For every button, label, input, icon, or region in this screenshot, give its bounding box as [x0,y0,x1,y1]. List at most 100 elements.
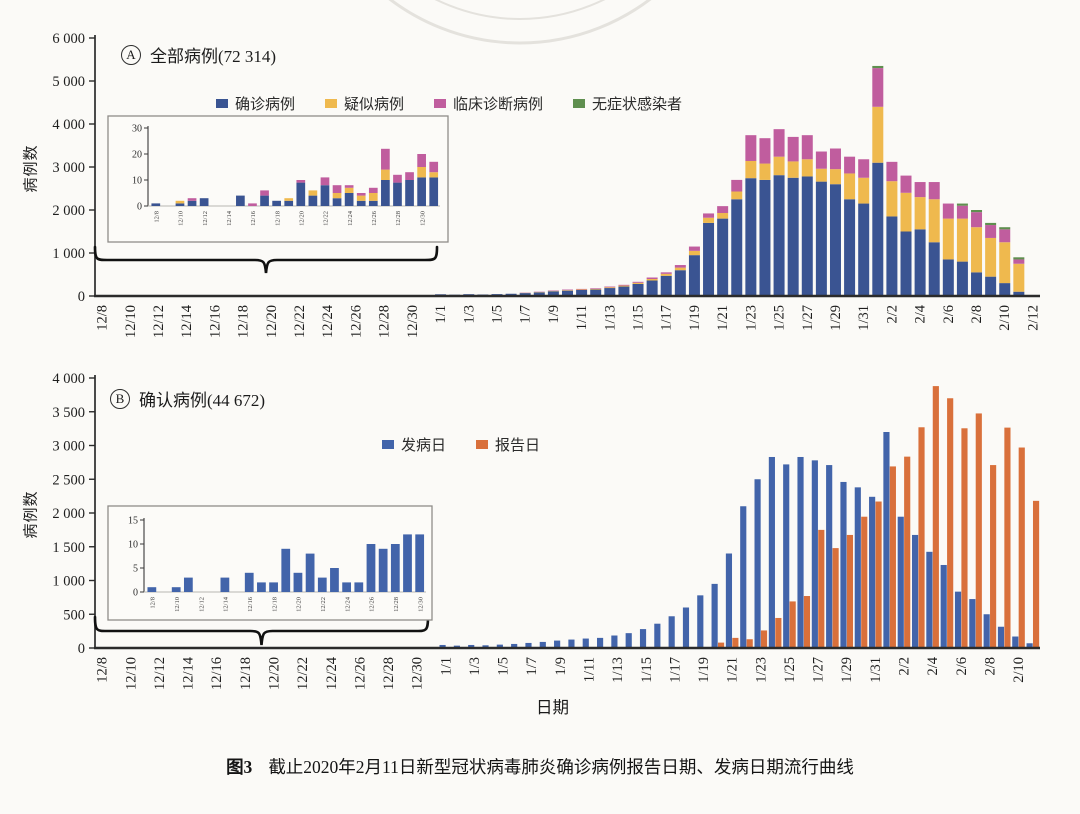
svg-text:1/3: 1/3 [461,305,477,324]
legend-label-1: 疑似病例 [344,97,405,113]
legend-swatch-2 [434,99,447,108]
svg-text:12/30: 12/30 [410,657,426,690]
panel-a-inset: 0 10 20 30 12/8 12/10 12/12 12/14 12/16 12/18 12/2… [107,115,449,243]
svg-text:2 500: 2 500 [52,472,85,488]
svg-text:2/10: 2/10 [1011,657,1027,683]
svg-text:12/28: 12/28 [377,305,393,338]
svg-text:12/14: 12/14 [179,304,195,338]
svg-text:2/2: 2/2 [896,657,912,676]
svg-text:2/10: 2/10 [997,305,1013,331]
svg-text:500: 500 [63,607,85,623]
svg-text:12/20: 12/20 [264,305,280,338]
svg-text:0: 0 [133,588,138,599]
svg-text:4 000: 4 000 [52,371,85,387]
svg-text:2/4: 2/4 [925,656,941,675]
svg-text:1/21: 1/21 [715,305,731,331]
svg-text:12/10: 12/10 [123,305,139,338]
svg-text:12/24: 12/24 [324,656,340,690]
svg-text:1/23: 1/23 [743,305,759,331]
panel-a-y-axis-title: 病例数 [23,144,40,193]
svg-text:12/24: 12/24 [320,304,336,338]
svg-text:12/16: 12/16 [207,305,223,338]
svg-text:5: 5 [133,564,138,575]
svg-text:2 000: 2 000 [52,506,85,522]
svg-text:12/22: 12/22 [292,305,308,338]
svg-text:30: 30 [132,124,142,135]
svg-text:20: 20 [132,150,142,161]
panel-a-legend: 确诊病例 疑似病例 临床诊断病例 无症状感染者 [216,93,682,114]
svg-text:1/15: 1/15 [631,305,647,331]
svg-text:1/29: 1/29 [828,305,844,331]
legend-label-0: 确诊病例 [235,97,296,113]
svg-text:2/4: 2/4 [913,304,929,323]
svg-text:12/12: 12/12 [151,305,167,338]
panel-a-letter-badge: A [121,44,141,65]
svg-text:12/8: 12/8 [150,597,157,609]
legend-swatch-0 [216,99,228,108]
legend-item-0: 确诊病例 [216,93,295,114]
panel-b-inset: 0 5 10 15 12/8 12/10 12/12 12/14 12/16 12/18 12/20… [107,505,433,621]
svg-text:12/26: 12/26 [348,305,364,338]
legend-swatch-0 [382,440,394,449]
panel-a-plot: 0 1 000 2 000 3 000 4 000 5 000 6 000 12/8 12/10… [52,31,1041,338]
legend-swatch-1 [476,440,489,449]
svg-text:1/19: 1/19 [687,305,703,331]
svg-text:12/12: 12/12 [198,597,205,612]
svg-text:2/6: 2/6 [954,657,970,676]
svg-text:12/10: 12/10 [178,211,185,226]
svg-text:0: 0 [78,641,85,657]
svg-text:3 500: 3 500 [52,405,85,421]
svg-text:1/3: 1/3 [467,657,483,676]
svg-text:12/14: 12/14 [223,596,230,612]
svg-text:12/12: 12/12 [152,657,168,690]
svg-text:1/9: 1/9 [546,305,562,324]
svg-text:12/20: 12/20 [266,657,282,690]
svg-text:2/2: 2/2 [884,305,900,324]
svg-text:12/10: 12/10 [174,597,181,612]
svg-text:12/16: 12/16 [209,657,225,690]
svg-text:12/14: 12/14 [181,656,197,690]
svg-text:12/24: 12/24 [347,210,354,226]
svg-text:3 000: 3 000 [52,439,85,455]
panel-b-legend: 发病日 报告日 [382,434,540,455]
svg-text:10: 10 [128,540,138,551]
svg-text:12/24: 12/24 [344,596,351,612]
svg-text:12/26: 12/26 [369,596,376,612]
legend-label-0: 发病日 [401,438,447,454]
svg-text:1/21: 1/21 [725,657,741,683]
legend-swatch-3 [573,99,586,108]
legend-item-3: 无症状感染者 [573,93,682,114]
svg-text:12/26: 12/26 [352,657,368,690]
svg-text:12/8: 12/8 [154,211,161,223]
svg-text:12/28: 12/28 [381,657,397,690]
svg-text:12/30: 12/30 [417,597,424,612]
svg-text:12/26: 12/26 [371,210,378,226]
legend-label-1: 报告日 [495,438,541,454]
svg-text:12/18: 12/18 [271,597,278,612]
svg-text:1/17: 1/17 [659,305,675,331]
svg-text:1/23: 1/23 [753,657,769,683]
svg-text:12/10: 12/10 [123,657,139,690]
svg-text:1/5: 1/5 [496,657,512,676]
svg-text:0: 0 [137,202,142,213]
svg-text:1/7: 1/7 [518,305,534,324]
svg-text:1 000: 1 000 [52,574,85,590]
svg-text:1/11: 1/11 [574,305,590,330]
svg-text:12/18: 12/18 [238,657,254,690]
svg-text:2/8: 2/8 [982,657,998,676]
svg-text:0: 0 [78,289,85,305]
svg-text:1/7: 1/7 [524,657,540,676]
svg-text:12/22: 12/22 [320,597,327,612]
legend-item-1: 疑似病例 [325,93,404,114]
panel-a-title-text: 全部病例(72 314) [150,47,277,66]
svg-text:2/12: 2/12 [1025,305,1041,331]
panel-b-title: B 确认病例(44 672) [110,386,265,411]
svg-text:1/25: 1/25 [782,657,798,683]
panel-b-plot: 0 500 1 000 1 500 2 000 2 500 3 000 3 500 4 000 1… [52,371,1040,690]
svg-text:12/28: 12/28 [395,211,402,226]
svg-text:3 000: 3 000 [52,160,85,176]
svg-text:2 000: 2 000 [52,203,85,219]
svg-text:12/30: 12/30 [419,211,426,226]
svg-text:12/18: 12/18 [274,211,281,226]
